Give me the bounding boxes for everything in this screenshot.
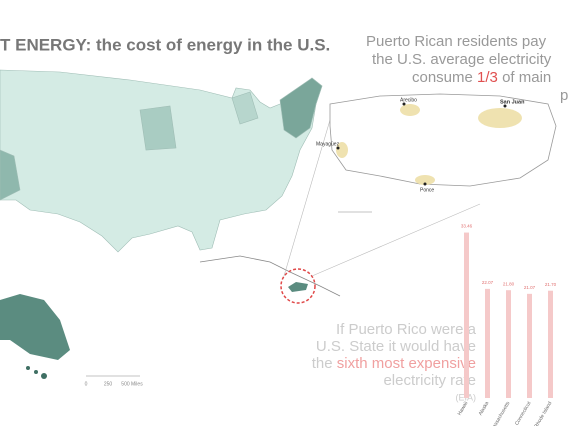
city-label: Arecibo <box>400 97 417 103</box>
bar <box>485 288 490 398</box>
data-label: 21.70 <box>545 282 557 287</box>
scale-label: 250 <box>104 381 113 387</box>
scale-label: 500 Miles <box>121 381 143 387</box>
callout-line: U.S. State it would have <box>316 338 476 355</box>
city-label: Mayagüez <box>316 141 340 147</box>
pr-inset <box>329 93 557 187</box>
connector <box>311 203 481 277</box>
hawaii <box>26 366 47 379</box>
us-map <box>0 69 323 253</box>
scale-label: 0 <box>85 381 88 387</box>
headline-line: consume 1/3 of main <box>412 69 551 86</box>
callout-line: If Puerto Rico were a <box>336 321 477 338</box>
city-dots <box>336 102 507 186</box>
city-label: San Juan <box>500 99 525 105</box>
alaska <box>0 294 70 360</box>
data-label: 21.07 <box>524 285 536 290</box>
headline-line: the U.S. average electricity <box>372 51 552 68</box>
x-tick-label: Massachusetts <box>490 400 512 426</box>
bar <box>548 290 553 398</box>
headline-line: p <box>560 87 568 104</box>
x-tick-label: Alaska <box>478 400 491 416</box>
callout-line: electricity rate <box>383 372 476 389</box>
x-tick-label: Connecticut <box>514 400 533 426</box>
puerto-rico <box>288 282 308 292</box>
caribbean-outline <box>199 255 341 297</box>
data-label: 22.07 <box>482 280 494 285</box>
bar <box>506 290 511 398</box>
x-tick-label: Hawaii <box>457 401 470 417</box>
puerto-rico-highlight <box>280 268 316 304</box>
bar <box>464 232 469 398</box>
data-label: 21.80 <box>503 281 515 286</box>
urban-areas <box>336 104 522 185</box>
callout: If Puerto Rico were a U.S. State it woul… <box>312 321 477 402</box>
bar <box>527 293 532 398</box>
x-tick-label: Rhode Island <box>533 400 553 426</box>
headline-line: Puerto Rican residents pay <box>366 33 547 50</box>
callout-line: the sixth most expensive <box>312 355 476 372</box>
connector <box>283 119 331 277</box>
city-label: Ponce <box>420 187 434 193</box>
headline: Puerto Rican residents pay the U.S. aver… <box>366 33 568 104</box>
title: T ENERGY: the cost of energy in the U.S. <box>0 35 330 54</box>
data-label: 33.46 <box>461 224 473 229</box>
